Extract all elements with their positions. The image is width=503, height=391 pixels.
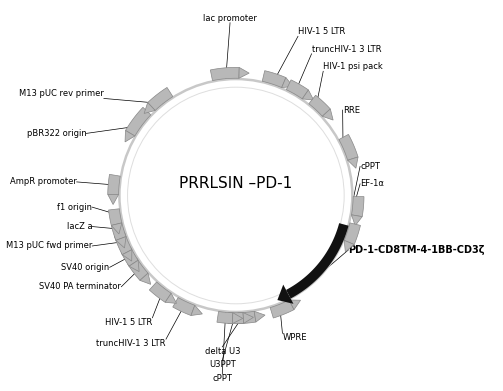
Text: cPPT: cPPT xyxy=(212,374,232,383)
Polygon shape xyxy=(352,197,364,217)
Polygon shape xyxy=(243,312,254,323)
Polygon shape xyxy=(129,260,139,272)
Text: lac promoter: lac promoter xyxy=(203,14,257,23)
Text: truncHIV-1 3 LTR: truncHIV-1 3 LTR xyxy=(311,45,381,54)
Polygon shape xyxy=(270,300,294,318)
Polygon shape xyxy=(125,131,135,142)
Polygon shape xyxy=(109,209,122,225)
Polygon shape xyxy=(254,311,265,322)
Text: PRRLSIN –PD-1: PRRLSIN –PD-1 xyxy=(179,176,292,191)
Polygon shape xyxy=(289,300,301,310)
Text: SV40 origin: SV40 origin xyxy=(61,263,110,272)
Polygon shape xyxy=(173,298,195,316)
Polygon shape xyxy=(108,174,120,194)
Polygon shape xyxy=(128,258,148,280)
Polygon shape xyxy=(122,249,132,261)
Text: U3PPT: U3PPT xyxy=(209,361,235,369)
Text: truncHIV-1 3 LTR: truncHIV-1 3 LTR xyxy=(97,339,166,348)
Text: PD-1-CD8TM-4-1BB-CD3ζ: PD-1-CD8TM-4-1BB-CD3ζ xyxy=(349,245,485,255)
Polygon shape xyxy=(149,282,171,302)
Polygon shape xyxy=(140,273,151,284)
Polygon shape xyxy=(210,67,239,81)
Polygon shape xyxy=(262,71,286,88)
Text: RRE: RRE xyxy=(343,106,360,115)
Polygon shape xyxy=(121,248,138,266)
Polygon shape xyxy=(165,293,177,303)
Text: EF-1α: EF-1α xyxy=(360,179,384,188)
Text: pBR322 origin: pBR322 origin xyxy=(27,129,87,138)
Polygon shape xyxy=(286,80,308,99)
Polygon shape xyxy=(309,95,330,116)
Polygon shape xyxy=(217,312,233,324)
Text: SV40 PA terminator: SV40 PA terminator xyxy=(39,282,121,291)
Polygon shape xyxy=(282,77,293,88)
Text: cPPT: cPPT xyxy=(360,162,380,171)
Polygon shape xyxy=(302,90,314,100)
Text: f1 origin: f1 origin xyxy=(57,203,92,212)
Polygon shape xyxy=(277,285,293,304)
Polygon shape xyxy=(111,223,122,234)
Polygon shape xyxy=(116,237,126,248)
Text: M13 pUC rev primer: M13 pUC rev primer xyxy=(19,90,104,99)
Polygon shape xyxy=(111,223,126,240)
Text: WPRE: WPRE xyxy=(283,333,307,342)
Polygon shape xyxy=(144,102,155,113)
Polygon shape xyxy=(125,107,151,136)
Polygon shape xyxy=(191,305,202,316)
Polygon shape xyxy=(344,223,361,244)
Polygon shape xyxy=(344,240,354,252)
Text: lacZ a: lacZ a xyxy=(66,222,92,231)
Polygon shape xyxy=(348,157,358,168)
Text: HIV-1 5 LTR: HIV-1 5 LTR xyxy=(105,318,152,327)
Polygon shape xyxy=(108,194,119,204)
Text: HIV-1 psi pack: HIV-1 psi pack xyxy=(323,62,383,71)
Text: HIV-1 5 LTR: HIV-1 5 LTR xyxy=(298,27,345,36)
Polygon shape xyxy=(339,135,358,160)
Polygon shape xyxy=(232,313,243,324)
Polygon shape xyxy=(239,67,249,78)
Polygon shape xyxy=(322,109,333,120)
Polygon shape xyxy=(352,215,362,226)
Text: AmpR promoter: AmpR promoter xyxy=(10,178,76,187)
Polygon shape xyxy=(238,311,256,324)
Text: delta U3: delta U3 xyxy=(205,347,240,356)
Text: M13 pUC fwd primer: M13 pUC fwd primer xyxy=(6,242,92,251)
Polygon shape xyxy=(148,88,173,110)
Polygon shape xyxy=(114,233,132,255)
Polygon shape xyxy=(228,312,243,324)
